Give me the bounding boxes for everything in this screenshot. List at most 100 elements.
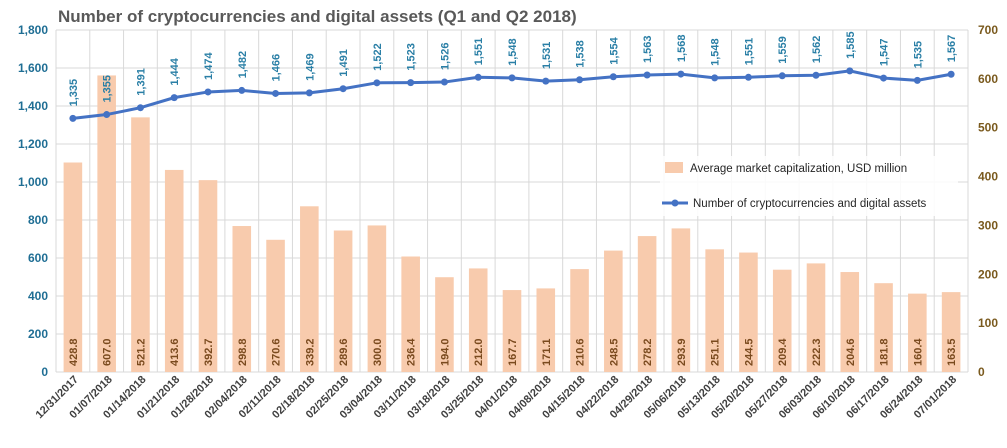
bar-value-label: 300.0	[372, 338, 384, 366]
left-axis-tick-label: 1,600	[18, 61, 48, 75]
bar	[536, 288, 556, 372]
left-axis: 0 200 400 600 800 1,000 1,200 1,400 1,600 1,800	[18, 23, 48, 379]
left-axis-tick-label: 1,800	[18, 23, 48, 37]
bar-value-label: 210.6	[575, 338, 587, 366]
bar-value-label: 171.1	[541, 338, 553, 366]
line-point	[136, 104, 144, 112]
line-point	[170, 94, 178, 102]
bar-value-label: 163.5	[946, 338, 958, 366]
left-axis-tick-label: 400	[28, 289, 48, 303]
line-value-label: 1,548	[710, 38, 722, 66]
bar	[874, 283, 893, 372]
line-point	[542, 77, 550, 85]
bar	[739, 252, 758, 372]
legend-background	[660, 156, 958, 216]
line-value-label: 1,551	[743, 38, 755, 66]
line-value-label: 1,548	[507, 38, 519, 66]
line-value-label: 1,335	[68, 79, 80, 107]
legend-label-bar: Average market capitalization, USD milli…	[690, 163, 907, 175]
bar-value-label: 251.1	[710, 338, 722, 366]
bar	[63, 162, 83, 372]
line-value-label: 1,551	[473, 38, 485, 66]
left-axis-tick-label: 200	[28, 327, 48, 341]
line-point	[407, 79, 415, 87]
line-value-label: 1,526	[439, 43, 451, 71]
bar	[806, 263, 826, 372]
line-point	[778, 72, 786, 80]
line-point	[744, 73, 752, 81]
line-point	[913, 76, 921, 84]
bar	[164, 169, 184, 372]
line-point	[204, 88, 212, 96]
legend-label-line: Number of cryptocurrencies and digital a…	[693, 198, 927, 210]
bar-value-label: 392.7	[203, 338, 215, 366]
right-axis-tick-label: 600	[978, 72, 998, 86]
bar-value-label: 204.6	[845, 338, 857, 366]
bar	[333, 230, 353, 372]
line-point	[103, 111, 111, 119]
bar	[435, 277, 454, 372]
line-point	[880, 74, 888, 82]
bar-value-label: 209.4	[777, 338, 789, 366]
bars	[63, 75, 961, 373]
bar-value-label: 521.2	[135, 338, 147, 366]
line-value-label: 1,538	[575, 40, 587, 68]
bar	[941, 292, 961, 372]
line-value-label: 1,523	[406, 43, 418, 71]
line-value-label: 1,531	[541, 42, 553, 70]
bar-value-label: 167.7	[507, 338, 519, 366]
bar-value-label: 607.0	[102, 338, 114, 366]
line-value-label: 1,559	[777, 36, 789, 64]
bar-value-label: 298.8	[237, 338, 249, 366]
right-axis-tick-label: 0	[978, 365, 985, 379]
line-point	[440, 78, 448, 86]
line-point	[508, 74, 516, 82]
legend: Average market capitalization, USD milli…	[660, 156, 958, 216]
line-point	[643, 71, 651, 79]
bar	[468, 268, 488, 372]
right-axis-tick-label: 300	[978, 218, 998, 232]
line-point	[812, 71, 820, 79]
line-value-label: 1,355	[102, 75, 114, 103]
bar-value-label: 222.3	[811, 338, 823, 366]
bar-value-label: 289.6	[338, 338, 350, 366]
line-point	[272, 89, 280, 97]
line-value-label: 1,444	[169, 57, 181, 85]
left-axis-tick-label: 0	[41, 365, 48, 379]
bar	[840, 272, 860, 372]
line-point	[238, 86, 246, 94]
line-value-label: 1,547	[879, 39, 891, 67]
bar	[772, 269, 792, 372]
bar	[637, 236, 657, 372]
bar-value-label: 160.4	[912, 338, 924, 366]
bar-value-label: 181.8	[879, 338, 891, 366]
data-labels: 428.8 607.0 521.2 413.6 392.7 298.8 270.6 339.2…	[68, 31, 958, 366]
bar	[401, 256, 420, 372]
right-axis: 0 100 200 300 400 500 600 700	[978, 23, 998, 379]
bar	[300, 206, 319, 372]
right-axis-tick-label: 100	[978, 316, 998, 330]
chart-title: Number of cryptocurrencies and digital a…	[58, 7, 577, 26]
bar-value-label: 413.6	[169, 338, 181, 366]
left-axis-tick-label: 1,400	[18, 99, 48, 113]
right-axis-tick-label: 500	[978, 121, 998, 135]
line-value-label: 1,469	[304, 53, 316, 81]
line-point	[947, 70, 955, 78]
line-value-label: 1,568	[676, 35, 688, 63]
bar-value-label: 270.6	[271, 338, 283, 366]
bar-value-label: 236.4	[406, 338, 418, 366]
right-axis-tick-label: 700	[978, 23, 998, 37]
bar-value-label: 339.2	[304, 338, 316, 366]
line-value-label: 1,466	[271, 54, 283, 82]
bar	[367, 225, 387, 372]
bar	[671, 228, 691, 372]
bar	[570, 269, 589, 372]
left-axis-tick-label: 1,000	[18, 175, 48, 189]
bar-value-label: 212.0	[473, 338, 485, 366]
bar-value-label: 248.5	[608, 338, 620, 366]
line-point	[474, 73, 482, 81]
bar-value-label: 293.9	[676, 338, 688, 366]
bar	[604, 250, 623, 372]
line-point	[609, 73, 617, 81]
